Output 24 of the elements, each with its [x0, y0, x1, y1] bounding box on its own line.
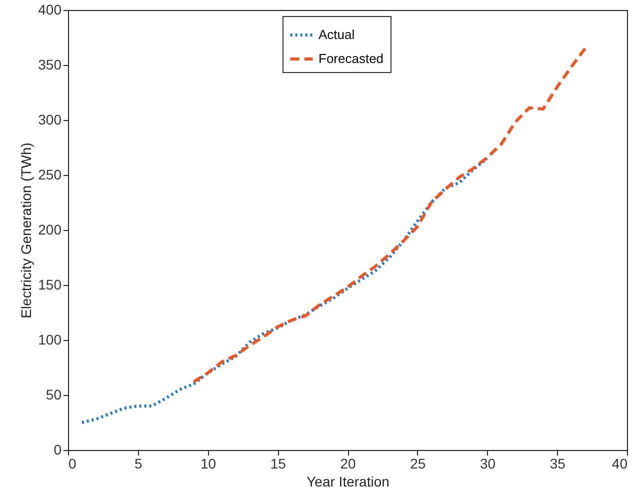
y-tick-label: 50	[46, 386, 62, 402]
y-tick-label: 0	[54, 442, 62, 458]
x-tick-label: 20	[340, 456, 356, 472]
y-tick-label: 300	[38, 112, 62, 128]
y-tick-label: 150	[38, 276, 62, 292]
x-tick-label: 30	[480, 456, 496, 472]
legend-label: Actual	[318, 27, 355, 42]
x-tick-label: 0	[68, 456, 76, 472]
y-tick-label: 200	[38, 222, 62, 238]
y-tick-label: 100	[38, 332, 62, 348]
x-tick-label: 25	[410, 456, 426, 472]
y-tick-label: 250	[38, 166, 62, 182]
x-axis-title: Year Iteration	[306, 474, 390, 490]
x-tick-label: 5	[134, 456, 142, 472]
y-tick-label: 400	[38, 2, 62, 18]
line-series	[192, 47, 587, 384]
line-series	[80, 157, 489, 424]
x-tick-label: 10	[200, 456, 216, 472]
legend-label: Forecasted	[318, 51, 384, 66]
y-tick-label: 350	[38, 56, 62, 72]
x-tick-label: 40	[612, 456, 628, 472]
x-tick-label: 15	[270, 456, 286, 472]
x-tick-label: 35	[550, 456, 566, 472]
y-axis-title: Electricity Generation (TWh)	[18, 142, 34, 318]
